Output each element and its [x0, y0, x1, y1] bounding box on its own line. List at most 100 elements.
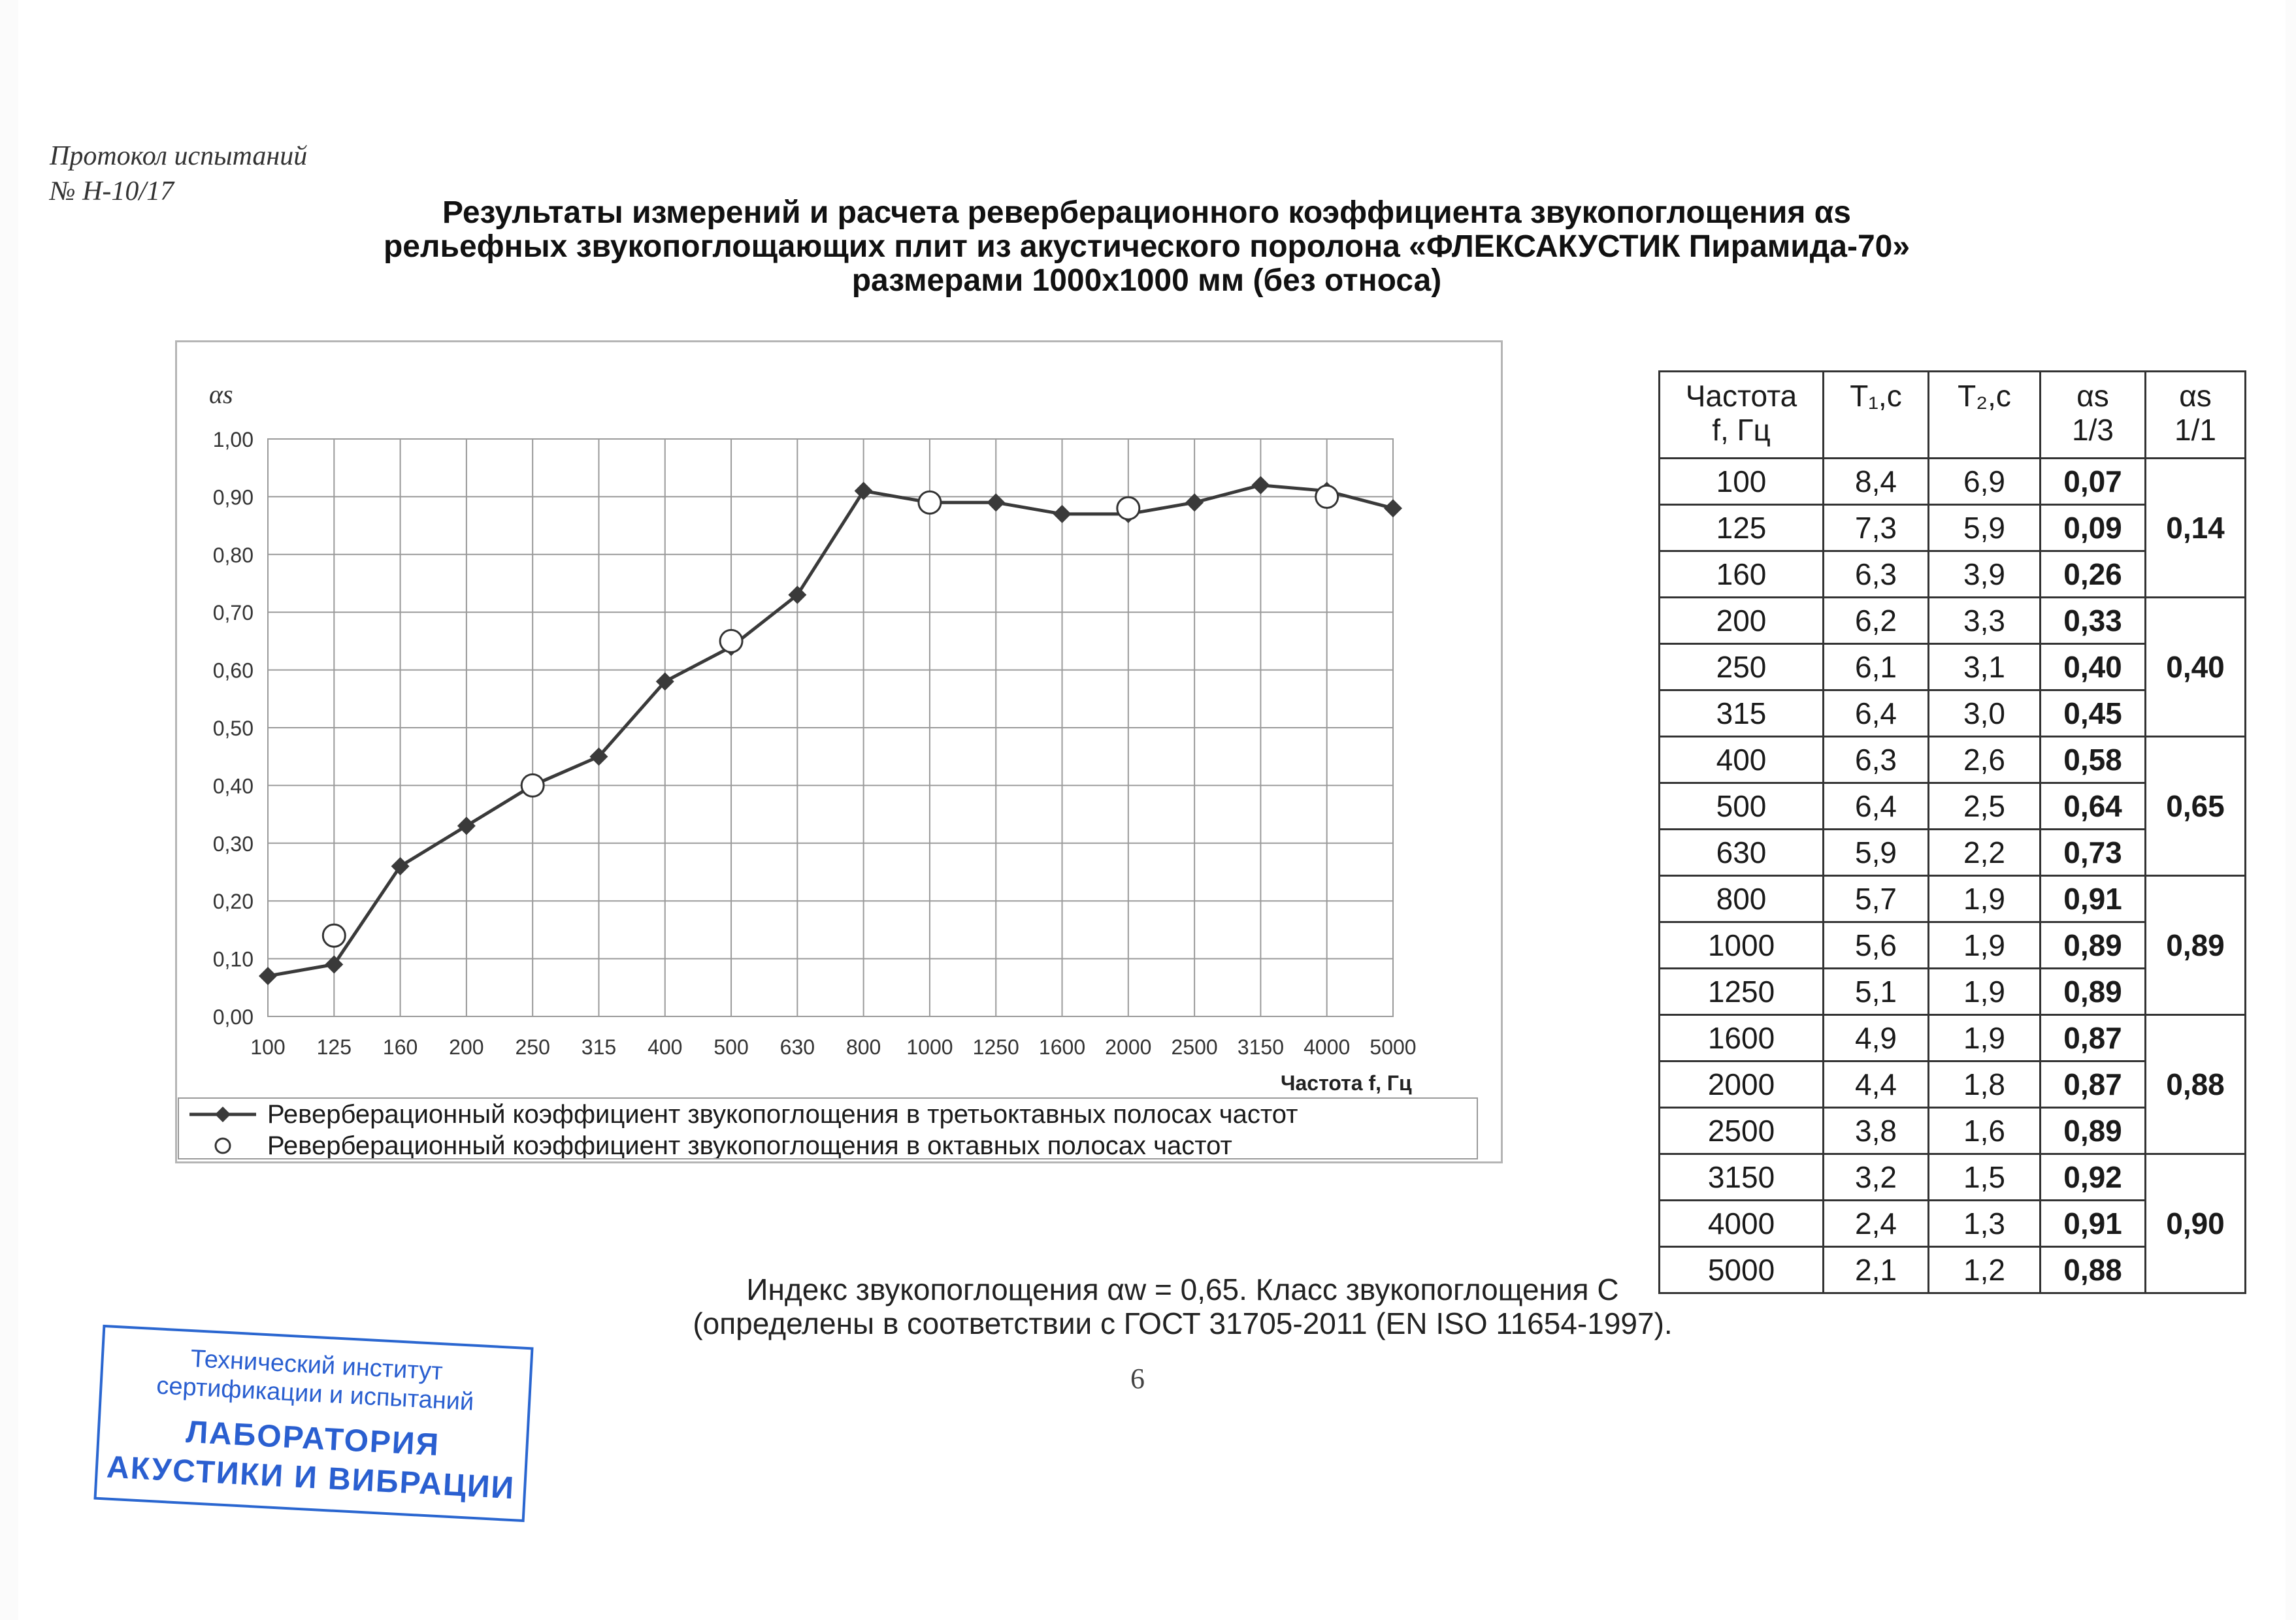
cell-t2: 1,5	[1927, 1153, 2041, 1201]
cell-alpha-third: 0,09	[2039, 504, 2146, 552]
cell-t1: 6,4	[1822, 782, 1929, 830]
header-alpha-octave: αs 1/1	[2144, 370, 2246, 459]
title-line-1: Результаты измерений и расчета ревербера…	[442, 195, 1851, 230]
octave-point	[321, 923, 346, 948]
protocol-header: Протокол испытаний № Н-10/17	[50, 138, 307, 209]
cell-alpha-third: 0,91	[2039, 1199, 2146, 1248]
x-tick-label: 1600	[1039, 1035, 1085, 1059]
chart-frame	[175, 340, 1503, 1163]
cell-t1: 4,4	[1822, 1060, 1929, 1109]
cell-alpha-octave: 0,65	[2144, 736, 2246, 877]
x-tick-label: 3150	[1238, 1035, 1284, 1059]
legend-circle-marker	[214, 1137, 231, 1154]
header-frequency: Частота f, Гц	[1658, 370, 1824, 459]
table-row: 1250 5,1 1,9 0,89	[1658, 967, 2246, 1016]
header-alpha-third-symbol: αs	[2076, 379, 2109, 413]
cell-alpha-third: 0,89	[2039, 1107, 2146, 1155]
table-row: 2500 3,8 1,6 0,89	[1658, 1107, 2246, 1155]
cell-frequency: 125	[1658, 504, 1824, 552]
y-tick-label: 0,60	[213, 659, 254, 683]
cell-t1: 6,2	[1822, 596, 1929, 645]
octave-point	[1116, 496, 1141, 521]
header-alpha-third: αs 1/3	[2039, 370, 2146, 459]
y-tick-label: 0,50	[213, 717, 254, 740]
third-octave-point	[1053, 504, 1072, 523]
cell-alpha-third: 0,40	[2039, 643, 2146, 691]
header-t2: T₂,с	[1927, 370, 2041, 459]
third-octave-point	[1185, 493, 1204, 512]
cell-t2: 2,2	[1927, 828, 2041, 877]
cell-alpha-third: 0,89	[2039, 967, 2146, 1016]
x-tick-label: 4000	[1304, 1035, 1350, 1059]
header-alpha-octave-symbol: αs	[2179, 379, 2212, 413]
cell-frequency: 1600	[1658, 1014, 1824, 1062]
title-line-2: рельефных звукопоглощающих плит из акуст…	[383, 229, 1911, 264]
cell-alpha-octave: 0,90	[2144, 1153, 2246, 1294]
cell-alpha-third: 0,45	[2039, 689, 2146, 737]
cell-t2: 1,9	[1927, 967, 2041, 1016]
octave-point	[1315, 484, 1339, 509]
cell-t1: 5,1	[1822, 967, 1929, 1016]
cell-frequency: 400	[1658, 736, 1824, 784]
x-tick-label: 2500	[1172, 1035, 1218, 1059]
y-tick-label: 0,00	[213, 1005, 254, 1029]
cell-t1: 2,4	[1822, 1199, 1929, 1248]
cell-frequency: 800	[1658, 875, 1824, 923]
third-octave-point	[987, 493, 1006, 512]
x-tick-label: 5000	[1369, 1035, 1416, 1059]
x-axis-title: Частота f, Гц	[1281, 1071, 1412, 1095]
cell-t1: 6,4	[1822, 689, 1929, 737]
cell-alpha-octave: 0,88	[2144, 1014, 2246, 1155]
cell-frequency: 2500	[1658, 1107, 1824, 1155]
table-row: 800 5,7 1,9 0,91 0,89	[1658, 875, 2246, 1016]
cell-t2: 1,9	[1927, 921, 2041, 969]
third-octave-point	[259, 967, 277, 986]
y-axis-label: αs	[209, 380, 233, 409]
legend-diamond-marker	[215, 1107, 231, 1122]
third-octave-point	[1384, 499, 1402, 518]
cell-t1: 3,8	[1822, 1107, 1929, 1155]
table-row: 315 6,4 3,0 0,45	[1658, 689, 2246, 737]
cell-alpha-third: 0,89	[2039, 921, 2146, 969]
cell-frequency: 250	[1658, 643, 1824, 691]
x-tick-label: 1000	[906, 1035, 953, 1059]
table-row: 200 6,2 3,3 0,33 0,40	[1658, 596, 2246, 737]
cell-frequency: 1250	[1658, 967, 1824, 1016]
cell-t1: 6,3	[1822, 550, 1929, 598]
table-row: 5000 2,1 1,2 0,88	[1658, 1246, 2246, 1294]
cell-alpha-third: 0,87	[2039, 1060, 2146, 1109]
cell-alpha-octave: 0,40	[2144, 596, 2246, 737]
cell-t2: 1,9	[1927, 875, 2041, 923]
table-row: 125 7,3 5,9 0,09	[1658, 504, 2246, 552]
table-header-row: Частота f, Гц T₁,с T₂,с αs 1/3 αs 1/1	[1658, 370, 2246, 459]
page-title: Результаты измерений и расчета ревербера…	[248, 196, 2045, 298]
protocol-title: Протокол испытаний	[50, 141, 308, 171]
cell-t1: 5,7	[1822, 875, 1929, 923]
cell-t1: 3,2	[1822, 1153, 1929, 1201]
cell-alpha-third: 0,88	[2039, 1246, 2146, 1294]
x-tick-label: 315	[582, 1035, 616, 1059]
footnote-line-2: (определены в соответствии с ГОСТ 31705-…	[693, 1306, 1673, 1340]
y-tick-label: 0,40	[213, 774, 254, 798]
legend-label-third-octave: Реверберационный коэффициент звукопоглощ…	[267, 1100, 1298, 1129]
cell-t2: 3,9	[1927, 550, 2041, 598]
table-row: 1600 4,9 1,9 0,87 0,88	[1658, 1014, 2246, 1155]
cell-alpha-third: 0,91	[2039, 875, 2146, 923]
cell-frequency: 630	[1658, 828, 1824, 877]
cell-frequency: 315	[1658, 689, 1824, 737]
cell-t2: 2,5	[1927, 782, 2041, 830]
cell-alpha-third: 0,64	[2039, 782, 2146, 830]
table-row: 630 5,9 2,2 0,73	[1658, 828, 2246, 877]
x-tick-label: 160	[383, 1035, 418, 1059]
table-body: 100 8,4 6,9 0,07 0,14 125 7,3 5,9 0,09 160 6,3 3,9 0…	[1658, 457, 2246, 1294]
cell-frequency: 3150	[1658, 1153, 1824, 1201]
table-row: 500 6,4 2,5 0,64	[1658, 782, 2246, 830]
table-row: 4000 2,4 1,3 0,91	[1658, 1199, 2246, 1248]
cell-t2: 1,8	[1927, 1060, 2041, 1109]
cell-frequency: 2000	[1658, 1060, 1824, 1109]
cell-t1: 7,3	[1822, 504, 1929, 552]
x-tick-label: 800	[846, 1035, 881, 1059]
legend-markers	[189, 1107, 256, 1154]
octave-point	[917, 490, 942, 515]
